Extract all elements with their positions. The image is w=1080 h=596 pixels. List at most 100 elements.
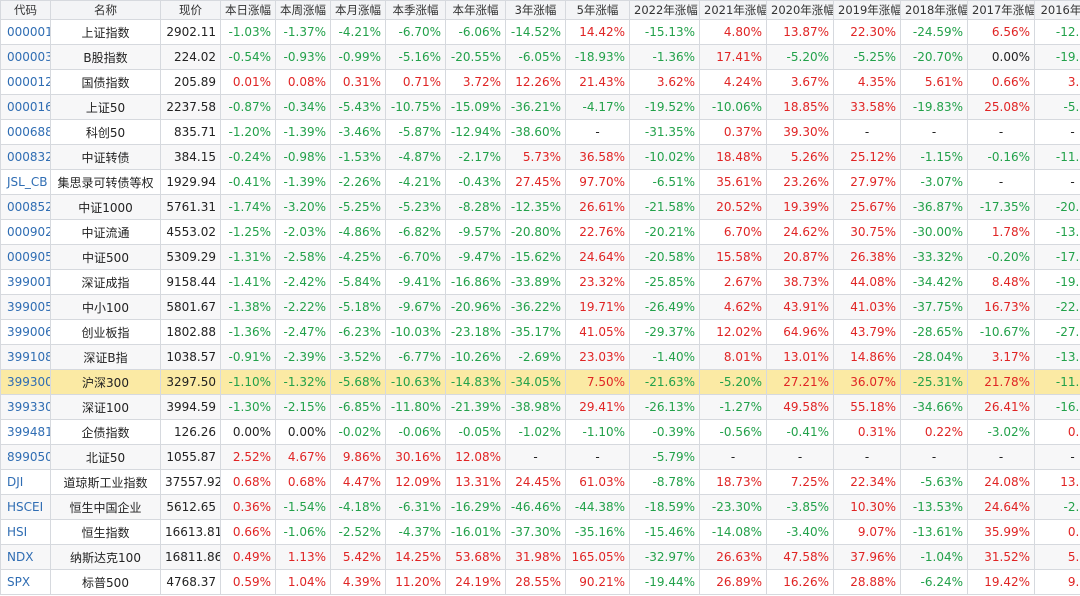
table-row[interactable]: 000016 上证50 2237.58 -0.87% -0.34% -5.43% -10.7… [0,94,1080,120]
table-row[interactable]: 399001 深证成指 9158.44 -1.41% -2.42% -5.84% -9.41… [0,269,1080,295]
change-cell: -5.20% [766,44,834,70]
change-cell: 0.66% [967,69,1035,95]
column-header[interactable]: 2017年涨幅 [967,0,1035,20]
index-code-link[interactable]: 399300 [0,369,51,395]
change-cell: 0.68% [220,469,276,495]
index-code-link[interactable]: SPX [0,569,51,595]
column-header[interactable]: 3年涨幅 [505,0,566,20]
index-code-link[interactable]: 399006 [0,319,51,345]
index-code-link[interactable]: 000905 [0,244,51,270]
change-cell: 12.09% [385,469,446,495]
change-cell: 7.50% [565,369,630,395]
index-code-link[interactable]: 000852 [0,194,51,220]
table-row[interactable]: JSL_CB 集思录可转债等权 1929.94 -0.41% -1.39% -2.26% -… [0,169,1080,195]
column-header[interactable]: 代码 [0,0,51,20]
table-row[interactable]: HSI 恒生指数 16613.81 0.66% -1.06% -2.52% -4.37% -1… [0,519,1080,545]
table-row[interactable]: 399300 沪深300 3297.50 -1.10% -1.32% -5.68% -10.… [0,369,1080,395]
table-row[interactable]: 000001 上证指数 2902.11 -1.03% -1.37% -4.21% -6.70… [0,19,1080,45]
index-name: 集思录可转债等权 [50,169,161,195]
table-row[interactable]: 000902 中证流通 4553.02 -1.25% -2.03% -4.86% -6.82… [0,219,1080,245]
table-row[interactable]: 399481 企债指数 126.26 0.00% 0.00% -0.02% -0.06% -0… [0,419,1080,445]
index-code-link[interactable]: 399001 [0,269,51,295]
table-row[interactable]: 399330 深证100 3994.59 -1.30% -2.15% -6.85% -11.… [0,394,1080,420]
current-price: 37557.92 [160,469,221,495]
change-cell: -26.13% [629,394,700,420]
change-cell: 0.39% [1034,519,1080,545]
table-row[interactable]: 399108 深证B指 1038.57 -0.91% -2.39% -3.52% -6.77… [0,344,1080,370]
index-code-link[interactable]: 000001 [0,19,51,45]
column-header[interactable]: 本年涨幅 [445,0,506,20]
current-price: 1038.57 [160,344,221,370]
change-cell: -1.36% [629,44,700,70]
change-cell: -13.53% [900,494,968,520]
index-code-link[interactable]: 000902 [0,219,51,245]
column-header[interactable]: 5年涨幅 [565,0,630,20]
table-row[interactable]: NDX 纳斯达克100 16811.86 0.49% 1.13% 5.42% 14.25% 5… [0,544,1080,570]
table-row[interactable]: 000688 科创50 835.71 -1.20% -1.39% -3.46% -5.87%… [0,119,1080,145]
index-name: 中证500 [50,244,161,270]
change-cell: -31.35% [629,119,700,145]
table-row[interactable]: DJI 道琼斯工业指数 37557.92 0.68% 0.68% 4.47% 12.09% 1… [0,469,1080,495]
table-row[interactable]: 000012 国债指数 205.89 0.01% 0.08% 0.31% 0.71% 3.72… [0,69,1080,95]
column-header[interactable]: 2022年涨幅 [629,0,700,20]
change-cell: 2.52% [220,444,276,470]
table-row[interactable]: 000852 中证1000 5761.31 -1.74% -3.20% -5.25% -5.… [0,194,1080,220]
table-row[interactable]: 399005 中小100 5801.67 -1.38% -2.22% -5.18% -9.6… [0,294,1080,320]
change-cell: -3.02% [967,419,1035,445]
table-row[interactable]: 899050 北证50 1055.87 2.52% 4.67% 9.86% 30.16% 12… [0,444,1080,470]
table-row[interactable]: SPX 标普500 4768.37 0.59% 1.04% 4.39% 11.20% 24.1… [0,569,1080,595]
index-code-link[interactable]: 899050 [0,444,51,470]
current-price: 835.71 [160,119,221,145]
change-cell: -37.30% [505,519,566,545]
column-header[interactable]: 本季涨幅 [385,0,446,20]
column-header[interactable]: 名称 [50,0,161,20]
change-cell: -4.86% [330,219,386,245]
index-code-link[interactable]: 399330 [0,394,51,420]
column-header[interactable]: 现价 [160,0,221,20]
change-cell: -4.21% [385,169,446,195]
index-code-link[interactable]: JSL_CB [0,169,51,195]
change-cell: -3.40% [766,519,834,545]
change-cell: -1.10% [220,369,276,395]
change-cell: -3.20% [275,194,331,220]
column-header[interactable]: 本周涨幅 [275,0,331,20]
index-code-link[interactable]: 000016 [0,94,51,120]
index-code-link[interactable]: HSCEI [0,494,51,520]
change-cell: -5.63% [900,469,968,495]
column-header[interactable]: 2020年涨幅 [766,0,834,20]
change-cell: 25.12% [833,144,901,170]
change-cell: -25.31% [900,369,968,395]
index-code-link[interactable]: 000003 [0,44,51,70]
column-header[interactable]: 2018年涨幅 [900,0,968,20]
column-header[interactable]: 2021年涨幅 [699,0,767,20]
column-header[interactable]: 2016年涨幅 [1034,0,1080,20]
index-code-link[interactable]: 000688 [0,119,51,145]
change-cell: -2.15% [275,394,331,420]
change-cell: -2.42% [275,269,331,295]
index-code-link[interactable]: DJI [0,469,51,495]
change-cell: 14.86% [833,344,901,370]
column-header[interactable]: 2019年涨幅 [833,0,901,20]
index-code-link[interactable]: HSI [0,519,51,545]
change-cell: -30.00% [900,219,968,245]
table-row[interactable]: 399006 创业板指 1802.88 -1.36% -2.47% -6.23% -10.0… [0,319,1080,345]
change-cell: -1.37% [275,19,331,45]
change-cell: 19.39% [766,194,834,220]
index-code-link[interactable]: 399005 [0,294,51,320]
table-row[interactable]: 000905 中证500 5309.29 -1.31% -2.58% -4.25% -6.7… [0,244,1080,270]
index-code-link[interactable]: 399108 [0,344,51,370]
change-cell: -35.17% [505,319,566,345]
change-cell: 0.00% [220,419,276,445]
index-code-link[interactable]: 399481 [0,419,51,445]
column-header[interactable]: 本日涨幅 [220,0,276,20]
change-cell: 12.08% [445,444,506,470]
index-code-link[interactable]: 000012 [0,69,51,95]
change-cell: -5.87% [385,119,446,145]
table-row[interactable]: 000003 B股指数 224.02 -0.54% -0.93% -0.99% -5.16%… [0,44,1080,70]
table-row[interactable]: 000832 中证转债 384.15 -0.24% -0.98% -1.53% -4.87%… [0,144,1080,170]
change-cell: 26.38% [833,244,901,270]
table-row[interactable]: HSCEI 恒生中国企业 5612.65 0.36% -1.54% -4.18% -6.31… [0,494,1080,520]
index-code-link[interactable]: 000832 [0,144,51,170]
column-header[interactable]: 本月涨幅 [330,0,386,20]
index-code-link[interactable]: NDX [0,544,51,570]
